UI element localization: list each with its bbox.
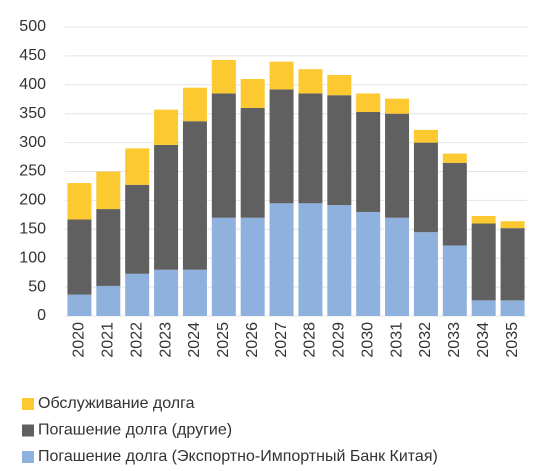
x-tick-label: 2021	[100, 322, 117, 358]
bar-segment	[385, 217, 410, 316]
y-tick-label: 250	[19, 163, 46, 180]
bar-segment	[96, 171, 121, 210]
bar-segment	[240, 79, 265, 108]
legend-label: Погашение долга (Экспортно-Импортный Бан…	[38, 448, 438, 465]
bar-segment	[442, 245, 467, 316]
bar-segment	[240, 107, 265, 218]
bar-segment	[298, 69, 323, 94]
bar-segment	[269, 203, 294, 316]
x-tick-label: 2029	[331, 322, 348, 358]
bar-segment	[356, 211, 381, 316]
x-tick-label: 2024	[186, 322, 203, 358]
y-tick-label: 350	[19, 105, 46, 122]
bar-segment	[96, 209, 121, 286]
x-tick-label: 2022	[128, 322, 145, 358]
x-tick-label: 2030	[359, 322, 376, 358]
bar-segment	[182, 87, 207, 122]
bar-segment	[413, 129, 438, 143]
bar-segment	[442, 153, 467, 163]
x-tick-label: 2035	[504, 322, 521, 358]
bar-segment	[269, 89, 294, 204]
bar-segment	[211, 93, 236, 218]
x-tick-label: 2031	[388, 322, 405, 358]
bar-segment	[327, 95, 352, 206]
bar-segment	[471, 216, 496, 224]
bar-segment	[67, 183, 92, 220]
bar-segment	[385, 113, 410, 218]
x-tick-label: 2025	[215, 322, 232, 358]
bar-segment	[500, 221, 525, 229]
bar-segment	[413, 232, 438, 316]
y-tick-label: 150	[19, 221, 46, 238]
bar-segment	[471, 223, 496, 301]
bar-segment	[327, 74, 352, 96]
y-tick-label: 100	[19, 249, 46, 266]
bar-segment	[182, 121, 207, 270]
bar-segment	[413, 142, 438, 233]
bar-segment	[327, 205, 352, 316]
x-tick-label: 2020	[71, 322, 88, 358]
bar-segment	[298, 93, 323, 204]
bar-segment	[356, 93, 381, 112]
bar-segment	[240, 217, 265, 316]
legend-label: Обслуживание долга	[38, 395, 195, 412]
x-tick-label: 2026	[244, 322, 261, 358]
y-tick-label: 300	[19, 134, 46, 151]
bar-segment	[500, 228, 525, 301]
bar-segment	[211, 217, 236, 316]
y-tick-label: 400	[19, 76, 46, 93]
bar-segment	[67, 294, 92, 316]
y-tick-label: 0	[37, 307, 46, 324]
bar-segment	[154, 109, 179, 145]
x-tick-label: 2023	[157, 322, 174, 358]
y-tick-label: 500	[19, 18, 46, 35]
y-tick-label: 200	[19, 192, 46, 209]
bar-segment	[211, 59, 236, 94]
legend-swatch	[22, 451, 34, 463]
bar-segment	[269, 61, 294, 90]
legend-label: Погашение долга (другие)	[38, 422, 232, 439]
bar-segment	[298, 203, 323, 316]
y-tick-label: 450	[19, 47, 46, 64]
bar-segment	[125, 273, 150, 316]
x-tick-label: 2032	[417, 322, 434, 358]
y-tick-label: 50	[28, 278, 46, 295]
bar-segment	[182, 269, 207, 316]
bar-segment	[125, 184, 150, 274]
legend-swatch	[22, 398, 34, 410]
bar-segment	[385, 98, 410, 114]
bar-segment	[154, 144, 179, 270]
x-tick-label: 2034	[475, 322, 492, 358]
bar-segment	[442, 162, 467, 246]
x-tick-label: 2033	[446, 322, 463, 358]
bar-segment	[356, 111, 381, 212]
bar-segment	[154, 269, 179, 316]
bar-segment	[96, 285, 121, 316]
bar-segment	[500, 300, 525, 316]
x-tick-label: 2028	[302, 322, 319, 358]
legend-swatch	[22, 424, 34, 437]
bar-segment	[125, 148, 150, 185]
bar-segment	[471, 300, 496, 316]
bar-segment	[67, 219, 92, 295]
x-tick-label: 2027	[273, 322, 290, 358]
